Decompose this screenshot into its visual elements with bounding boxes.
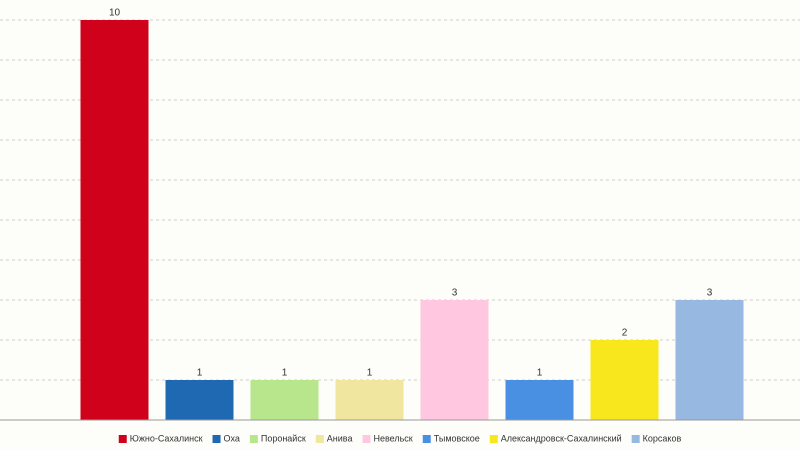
- legend-swatch: [118, 435, 127, 443]
- data-label: 1: [367, 368, 373, 379]
- legend-label: Невельск: [373, 433, 412, 443]
- legend-swatch: [489, 435, 498, 443]
- legend-swatch: [422, 435, 431, 443]
- legend-swatch: [315, 435, 324, 443]
- bar: [80, 20, 149, 420]
- data-label: 2: [622, 328, 628, 339]
- legend-label: Поронайск: [261, 433, 306, 443]
- legend-swatch: [212, 435, 221, 443]
- legend-label: Корсаков: [643, 433, 682, 443]
- data-label: 1: [197, 368, 203, 379]
- data-label: 1: [537, 368, 543, 379]
- legend: Южно-Сахалинск Оха Поронайск Анива Невельск Т…: [118, 433, 682, 443]
- data-label: 3: [707, 288, 713, 299]
- bar: [505, 380, 574, 420]
- bar: [590, 340, 659, 420]
- legend-swatch: [249, 435, 258, 443]
- legend-swatch: [631, 435, 640, 443]
- data-label: 10: [109, 8, 121, 19]
- bar: [165, 380, 234, 420]
- bar: [420, 300, 489, 420]
- legend-label: Южно-Сахалинск: [130, 433, 203, 443]
- bar: [675, 300, 744, 420]
- data-label: 1: [282, 368, 288, 379]
- legend-label: Александровск-Сахалинский: [501, 433, 622, 443]
- legend-label: Анива: [327, 433, 353, 443]
- bar: [250, 380, 319, 420]
- bar: [335, 380, 404, 420]
- legend-label: Оха: [224, 433, 240, 443]
- legend-swatch: [362, 435, 371, 443]
- legend-label: Тымовское: [434, 433, 480, 443]
- data-label: 3: [452, 288, 458, 299]
